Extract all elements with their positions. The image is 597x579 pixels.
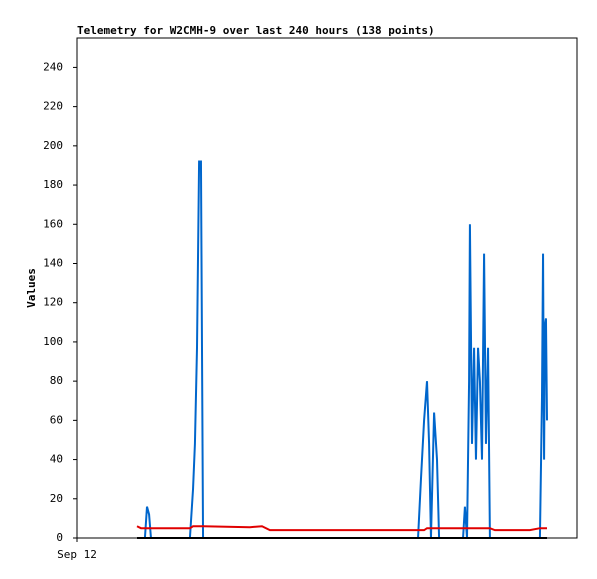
- y-axis-label: Values: [25, 268, 38, 308]
- y-tick-label: 180: [43, 178, 63, 191]
- y-tick-label: 60: [50, 413, 63, 426]
- chart-title: Telemetry for W2CMH-9 over last 240 hour…: [77, 24, 435, 37]
- y-tick-label: 100: [43, 335, 63, 348]
- y-tick-label: 40: [50, 453, 63, 466]
- series-line: [137, 160, 548, 539]
- series-line: [136, 525, 547, 532]
- y-tick-label: 20: [50, 492, 63, 505]
- x-tick-label: Sep 12: [57, 548, 97, 561]
- y-tick-label: 120: [43, 296, 63, 309]
- y-tick-label: 220: [43, 100, 63, 113]
- y-tick-label: 200: [43, 139, 63, 152]
- y-tick-label: 240: [43, 60, 63, 73]
- plot-frame: [76, 37, 578, 539]
- y-tick-label: 140: [43, 256, 63, 269]
- y-tick-label: 80: [50, 374, 63, 387]
- y-tick-label: 0: [56, 531, 63, 544]
- y-tick-label: 160: [43, 217, 63, 230]
